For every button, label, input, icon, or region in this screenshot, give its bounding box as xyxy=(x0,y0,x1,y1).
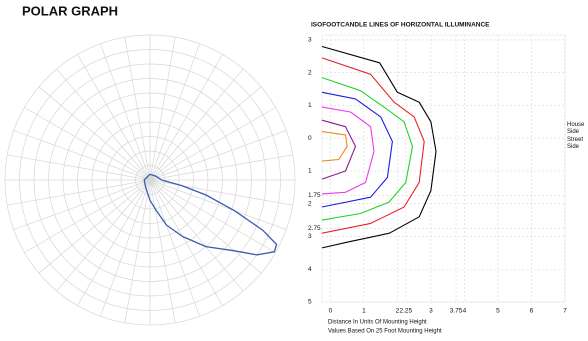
y-tick-label: 1 xyxy=(308,102,312,109)
contour-title: ISOFOOTCANDLE LINES OF HORIZONTAL ILLUMI… xyxy=(311,22,490,29)
isofootcandle-line xyxy=(321,119,357,180)
x-tick-label: 2 xyxy=(396,308,400,315)
ring xyxy=(48,78,252,282)
isofootcandle-line xyxy=(321,57,425,234)
y-tick-label: 2.75 xyxy=(308,225,321,232)
ring xyxy=(135,165,165,195)
y-tick-label: 2 xyxy=(308,200,312,207)
y-tick-label: 1 xyxy=(308,168,312,175)
street-side-label: Street Side xyxy=(567,137,584,150)
x-tick-label: 6 xyxy=(530,308,534,315)
y-tick-label: 3 xyxy=(308,233,312,240)
ring xyxy=(33,63,267,297)
isofootcandle-line xyxy=(321,77,414,221)
y-tick-label: 2 xyxy=(308,69,312,76)
isofootcandle-line xyxy=(321,91,393,208)
isofootcandle-line xyxy=(321,131,348,162)
x-tick-label: 0 xyxy=(329,308,333,315)
ring xyxy=(91,121,209,239)
ring xyxy=(62,92,238,268)
y-tick-label: 0 xyxy=(308,135,312,142)
plot-frame xyxy=(321,34,566,303)
x-tick-label: 3.75 xyxy=(450,308,463,315)
x-tick-label: 3 xyxy=(429,308,433,315)
y-tick-label: 4 xyxy=(308,266,312,273)
x-tick-label: 1 xyxy=(362,308,366,315)
ring xyxy=(4,34,296,326)
house-side-label: House Side xyxy=(567,122,585,135)
x-tick-label: 4 xyxy=(463,308,467,315)
isofootcandle-line xyxy=(321,106,375,195)
candela-curve xyxy=(143,173,278,256)
x-tick-label: 7 xyxy=(563,308,567,315)
y-tick-label: 3 xyxy=(308,37,312,44)
x-axis-label: Distance In Units Of Mounting Height xyxy=(328,320,427,326)
polar-title: POLAR GRAPH xyxy=(22,3,118,18)
x-tick-label: 2.25 xyxy=(399,308,412,315)
ring xyxy=(120,150,180,210)
isofootcandle-line xyxy=(321,45,437,249)
ring xyxy=(106,136,194,224)
ring xyxy=(77,107,223,253)
y-tick-label: 5 xyxy=(308,299,312,306)
x-axis-label-2: Values Based On 25 Foot Mounting Height xyxy=(328,329,442,335)
x-tick-label: 5 xyxy=(496,308,500,315)
ring xyxy=(19,49,281,311)
y-tick-label: 1.75 xyxy=(308,192,321,199)
